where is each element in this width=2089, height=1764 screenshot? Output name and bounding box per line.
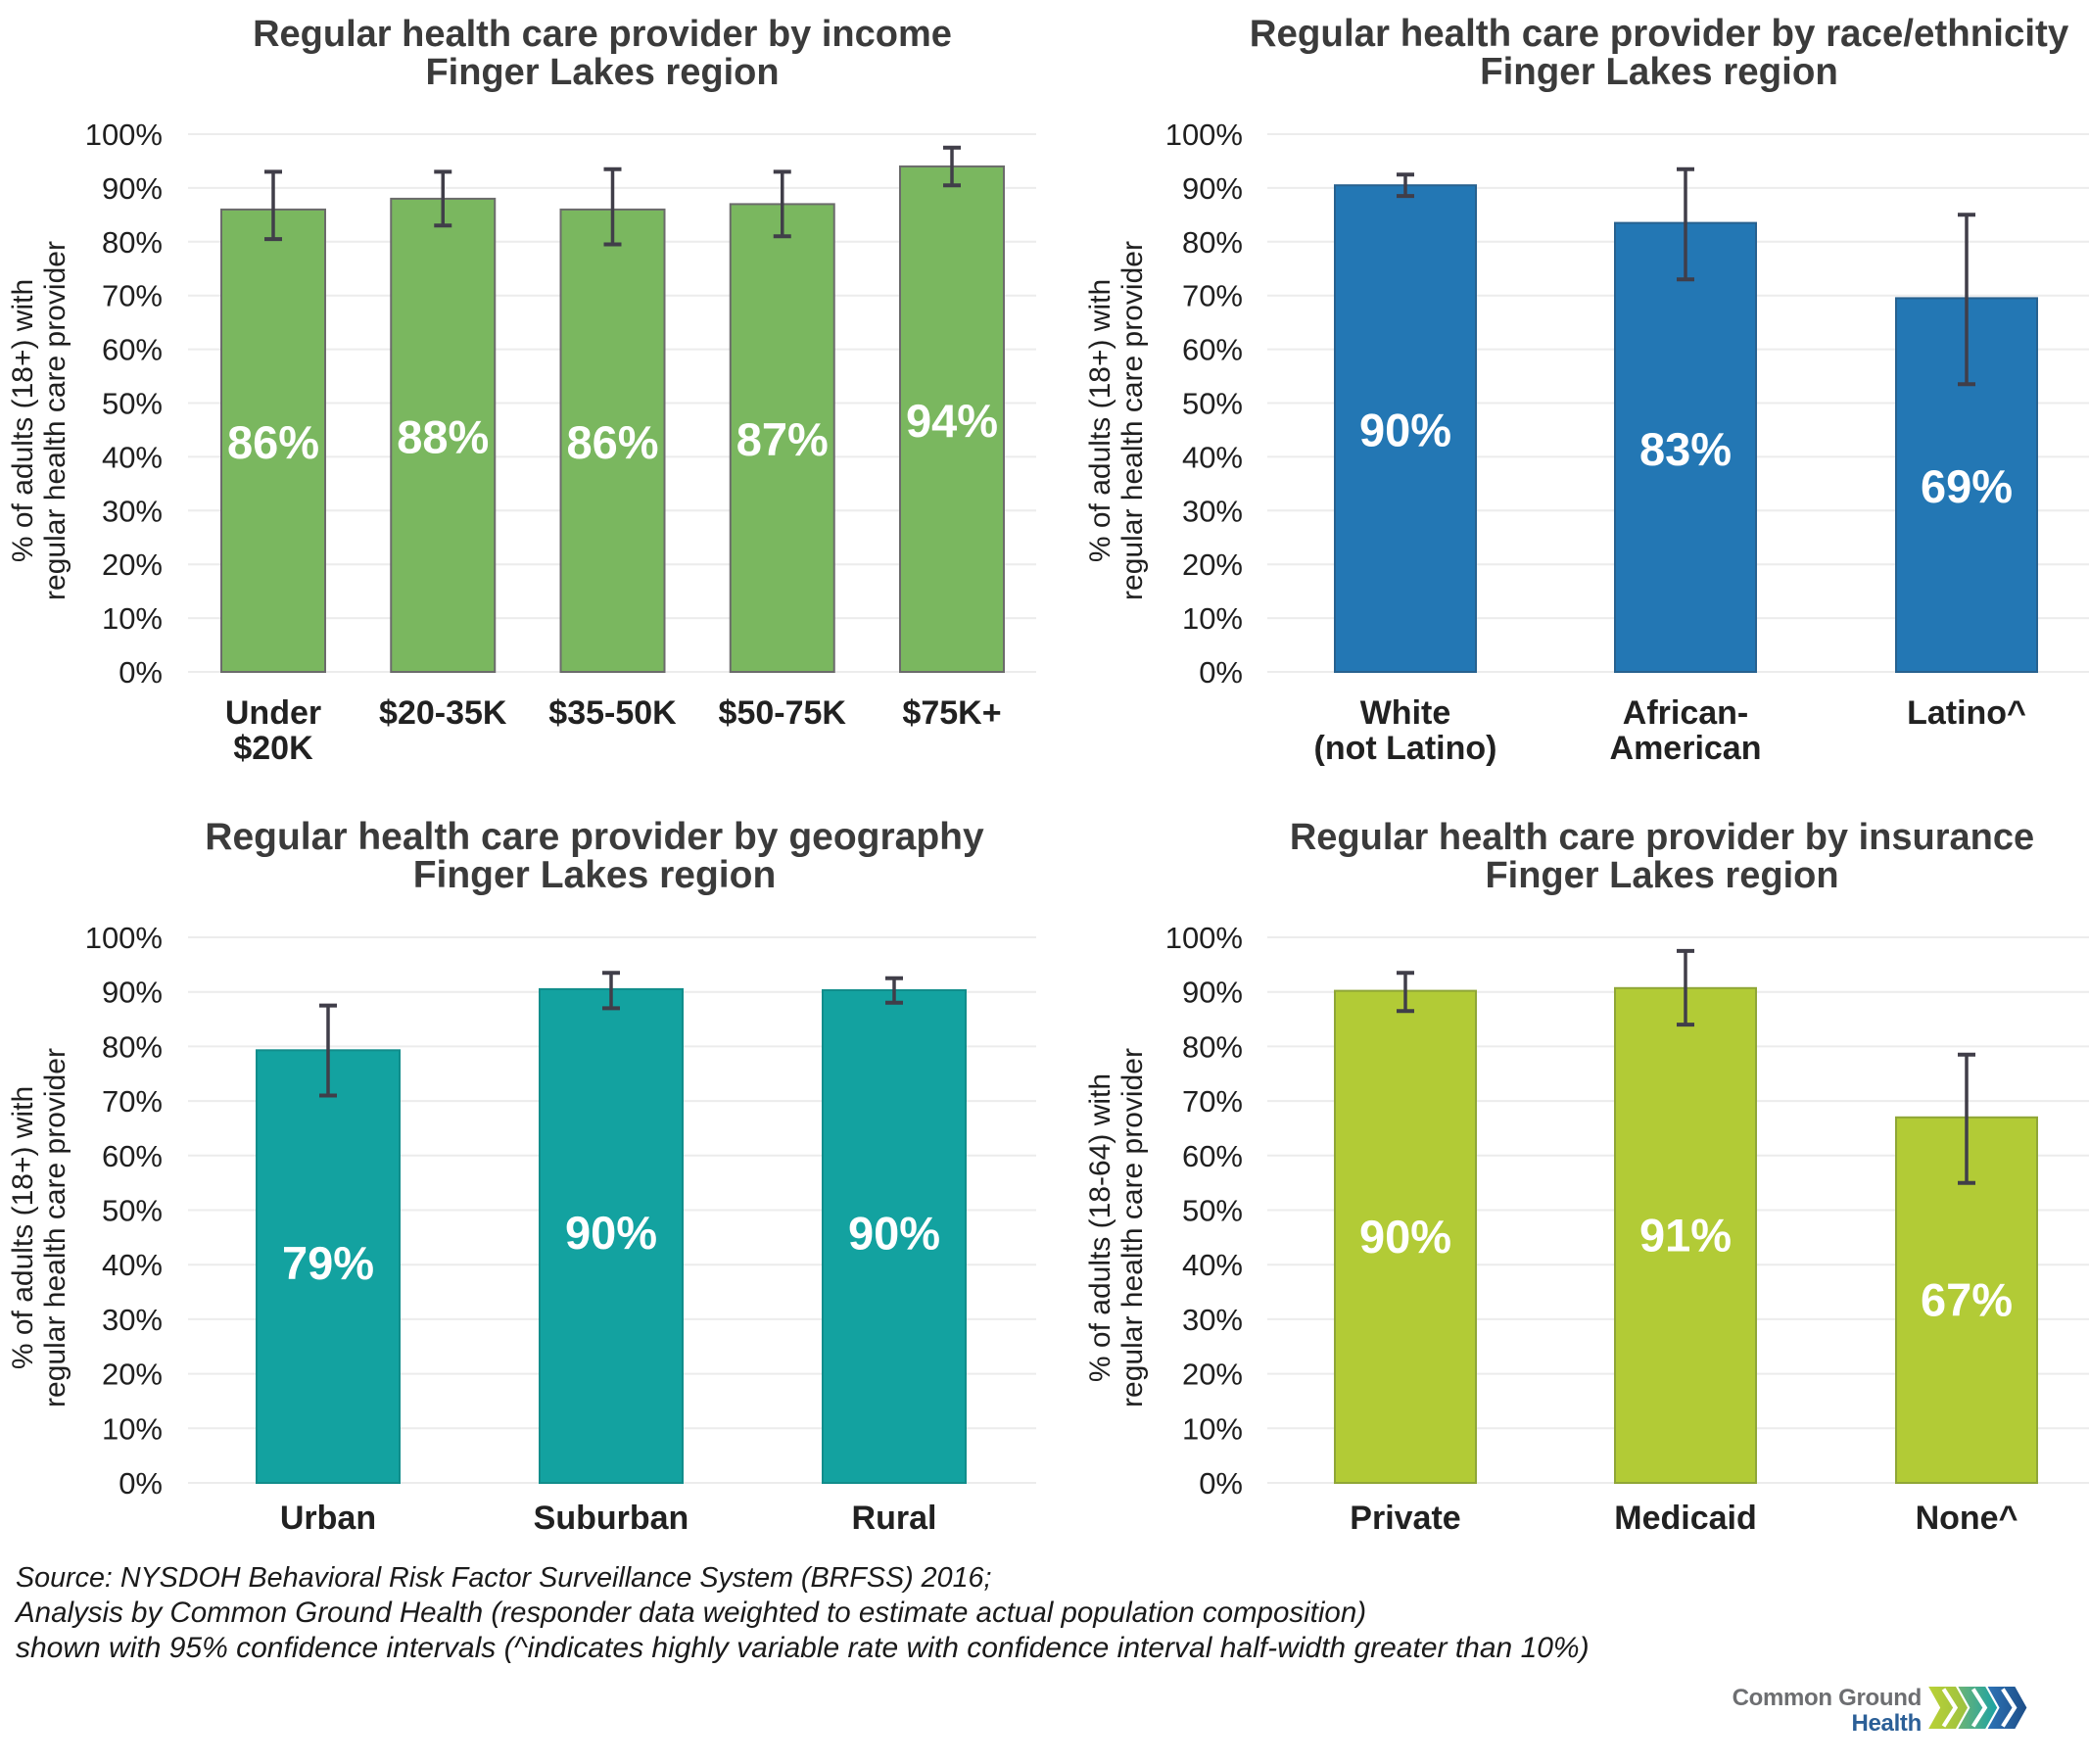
svg-text:Finger Lakes region: Finger Lakes region [1480, 51, 1838, 93]
svg-text:88%: 88% [397, 410, 489, 462]
svg-text:20%: 20% [1182, 548, 1243, 582]
svg-text:100%: 100% [1165, 118, 1243, 152]
svg-text:30%: 30% [1182, 1303, 1243, 1337]
svg-text:50%: 50% [102, 387, 163, 421]
svg-text:Analysis by Common Ground Heal: Analysis by Common Ground Health (respon… [14, 1597, 1366, 1629]
svg-text:regular health care provider: regular health care provider [1116, 1048, 1149, 1407]
svg-text:$20K: $20K [233, 730, 313, 767]
svg-text:67%: 67% [1921, 1273, 2013, 1325]
svg-text:90%: 90% [102, 171, 163, 206]
svg-text:$20-35K: $20-35K [379, 694, 507, 732]
svg-text:60%: 60% [102, 1139, 163, 1173]
svg-text:0%: 0% [119, 655, 163, 690]
svg-text:% of adults (18+) with: % of adults (18+) with [7, 279, 39, 562]
svg-text:regular health care provider: regular health care provider [1116, 241, 1149, 600]
svg-text:Rural: Rural [852, 1500, 937, 1537]
svg-text:$35-50K: $35-50K [548, 694, 677, 732]
svg-text:70%: 70% [1182, 279, 1243, 313]
svg-text:70%: 70% [102, 279, 163, 313]
svg-text:Regular health care provider b: Regular health care provider by income [253, 14, 952, 55]
svg-text:80%: 80% [102, 225, 163, 260]
svg-text:90%: 90% [1182, 171, 1243, 206]
svg-text:86%: 86% [566, 416, 658, 468]
svg-text:Finger Lakes region: Finger Lakes region [425, 52, 779, 93]
svg-text:83%: 83% [1639, 423, 1732, 475]
svg-text:Latino^: Latino^ [1907, 694, 2026, 732]
svg-text:regular health care provider: regular health care provider [39, 1048, 71, 1407]
svg-text:10%: 10% [1182, 601, 1243, 636]
svg-text:90%: 90% [848, 1208, 940, 1260]
svg-text:30%: 30% [1182, 494, 1243, 528]
svg-text:$50-75K: $50-75K [719, 694, 847, 732]
svg-text:None^: None^ [1916, 1500, 2018, 1537]
svg-text:90%: 90% [1182, 976, 1243, 1010]
svg-text:regular health care provider: regular health care provider [39, 241, 71, 600]
svg-text:0%: 0% [1199, 655, 1243, 690]
svg-text:Urban: Urban [280, 1500, 376, 1537]
svg-text:Common Ground: Common Ground [1733, 1685, 1922, 1711]
svg-text:% of adults (18-64) with: % of adults (18-64) with [1084, 1073, 1116, 1382]
svg-text:Regular health care provider b: Regular health care provider by race/eth… [1250, 13, 2069, 55]
svg-text:90%: 90% [102, 976, 163, 1010]
svg-text:79%: 79% [282, 1237, 374, 1289]
svg-text:Medicaid: Medicaid [1614, 1500, 1756, 1537]
svg-text:Under: Under [225, 694, 321, 732]
svg-text:60%: 60% [1182, 1139, 1243, 1173]
svg-text:90%: 90% [1359, 1211, 1451, 1263]
svg-text:86%: 86% [227, 416, 319, 468]
svg-text:$75K+: $75K+ [902, 694, 1001, 732]
svg-text:40%: 40% [1182, 1248, 1243, 1282]
svg-text:African-: African- [1623, 694, 1748, 732]
svg-text:100%: 100% [85, 921, 163, 955]
svg-text:30%: 30% [102, 1303, 163, 1337]
svg-text:Health: Health [1851, 1710, 1922, 1737]
svg-text:80%: 80% [102, 1029, 163, 1064]
svg-text:White: White [1360, 694, 1451, 732]
svg-text:50%: 50% [1182, 1194, 1243, 1228]
svg-text:94%: 94% [906, 395, 998, 447]
svg-text:100%: 100% [1165, 921, 1243, 955]
svg-text:% of adults (18+) with: % of adults (18+) with [1084, 279, 1116, 562]
svg-text:40%: 40% [1182, 440, 1243, 474]
svg-text:Suburban: Suburban [534, 1500, 689, 1537]
svg-text:shown with 95% confidence inte: shown with 95% confidence intervals (^in… [16, 1632, 1590, 1664]
svg-text:Source: NYSDOH Behavioral Risk: Source: NYSDOH Behavioral Risk Factor Su… [16, 1562, 991, 1594]
svg-text:% of adults (18+) with: % of adults (18+) with [7, 1086, 39, 1369]
svg-text:0%: 0% [1199, 1466, 1243, 1501]
svg-text:40%: 40% [102, 1248, 163, 1282]
svg-text:10%: 10% [102, 601, 163, 636]
svg-text:70%: 70% [1182, 1084, 1243, 1119]
svg-text:100%: 100% [85, 118, 163, 152]
svg-text:Regular health care provider b: Regular health care provider by insuranc… [1290, 817, 2034, 858]
svg-text:60%: 60% [1182, 333, 1243, 367]
svg-text:60%: 60% [102, 333, 163, 367]
svg-text:70%: 70% [102, 1084, 163, 1119]
svg-text:80%: 80% [1182, 1029, 1243, 1064]
svg-text:30%: 30% [102, 494, 163, 528]
svg-text:20%: 20% [102, 1358, 163, 1392]
svg-text:20%: 20% [102, 548, 163, 582]
svg-text:Finger Lakes region: Finger Lakes region [1485, 855, 1838, 896]
svg-text:0%: 0% [119, 1466, 163, 1501]
svg-text:10%: 10% [1182, 1411, 1243, 1446]
svg-text:10%: 10% [102, 1411, 163, 1446]
svg-text:90%: 90% [1359, 405, 1451, 456]
svg-text:87%: 87% [736, 413, 829, 465]
svg-text:80%: 80% [1182, 225, 1243, 260]
svg-text:50%: 50% [102, 1194, 163, 1228]
svg-text:Regular health care provider b: Regular health care provider by geograph… [205, 816, 984, 858]
svg-text:50%: 50% [1182, 387, 1243, 421]
svg-text:American: American [1610, 730, 1762, 767]
svg-text:90%: 90% [565, 1207, 657, 1259]
svg-text:20%: 20% [1182, 1358, 1243, 1392]
svg-text:69%: 69% [1921, 460, 2013, 512]
svg-text:91%: 91% [1639, 1209, 1732, 1261]
svg-text:(not Latino): (not Latino) [1314, 730, 1497, 767]
svg-text:Private: Private [1350, 1500, 1460, 1537]
svg-text:40%: 40% [102, 440, 163, 474]
svg-text:Finger Lakes region: Finger Lakes region [413, 854, 777, 896]
